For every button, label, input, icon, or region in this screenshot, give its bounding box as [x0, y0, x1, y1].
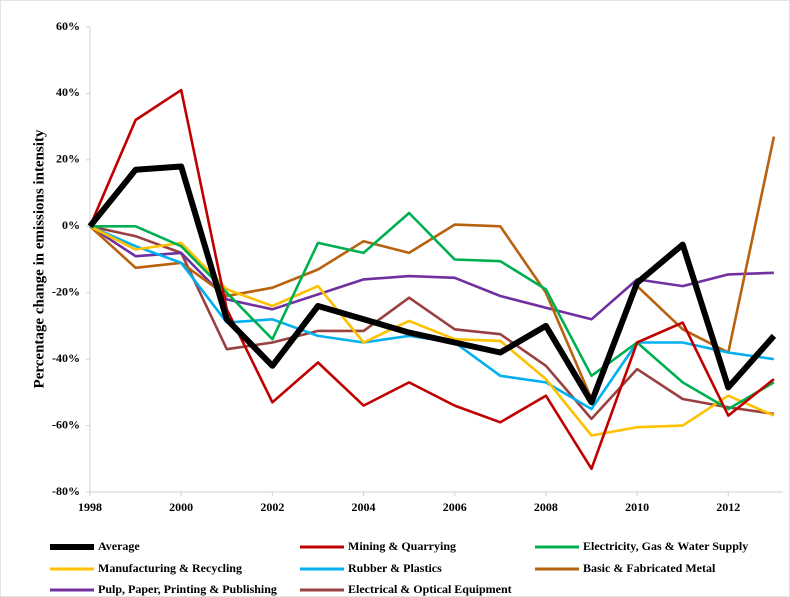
x-tick-label: 2004	[352, 500, 376, 514]
y-tick-label: 0%	[62, 218, 80, 232]
legend-label: Electrical & Optical Equipment	[348, 582, 512, 596]
legend-label: Rubber & Plastics	[348, 561, 442, 575]
series-line	[89, 136, 776, 401]
y-tick-label: 20%	[56, 152, 80, 166]
y-tick-label: -40%	[52, 351, 80, 365]
series-line	[89, 225, 775, 437]
x-tick-label: 2000	[169, 500, 193, 514]
y-tick-label: -80%	[52, 484, 80, 498]
y-tick-label: 60%	[56, 19, 80, 33]
legend-label: Basic & Fabricated Metal	[583, 561, 716, 575]
legend-label: Pulp, Paper, Printing & Publishing	[98, 582, 277, 596]
x-tick-label: 2002	[260, 500, 284, 514]
series-line	[89, 225, 775, 421]
series-line	[88, 88, 775, 471]
legend-label: Mining & Quarrying	[348, 539, 456, 553]
x-tick-label: 2008	[534, 500, 558, 514]
y-tick-label: 40%	[56, 85, 80, 99]
series-line	[90, 211, 775, 411]
legend-label: Manufacturing & Recycling	[98, 561, 242, 575]
legend-label: Average	[98, 539, 140, 553]
series-line	[87, 163, 777, 406]
x-tick-label: 1998	[78, 500, 102, 514]
x-tick-label: 2010	[625, 500, 649, 514]
y-tick-label: -60%	[52, 417, 80, 431]
y-axis-label: Percentage change in emissions intensity	[31, 129, 47, 388]
series-line	[89, 225, 774, 321]
y-tick-label: -20%	[52, 284, 80, 298]
x-tick-label: 2012	[716, 500, 740, 514]
legend-label: Electricity, Gas & Water Supply	[583, 539, 748, 553]
x-tick-label: 2006	[443, 500, 467, 514]
